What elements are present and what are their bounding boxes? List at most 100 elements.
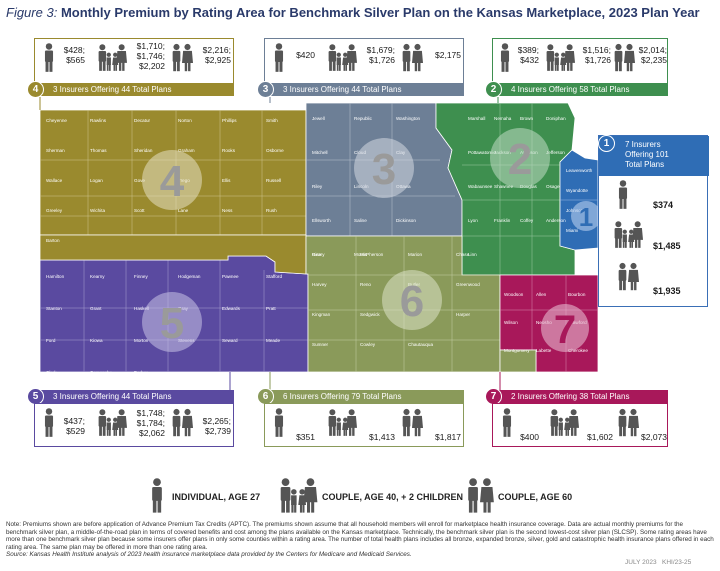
county-label-rawlins: Rawlins xyxy=(90,118,107,123)
region-6-summary: 6 Insurers Offering 79 Total Plans xyxy=(264,390,464,403)
county-label-phillips: Phillips xyxy=(222,118,237,123)
county-label-osage: Osage xyxy=(546,184,560,189)
region-5-marker: 5 xyxy=(142,292,202,352)
region-3-big-number: 3 xyxy=(372,145,396,194)
couple-age-60-icon xyxy=(401,408,423,438)
county-label-kingman: Kingman xyxy=(312,312,331,317)
county-label-hodgeman: Hodgeman xyxy=(178,274,201,279)
county-label-reno: Reno xyxy=(360,282,371,287)
region-3-couple-children-premium: $1,679; $1,726 xyxy=(366,45,395,65)
region-7-big-number: 7 xyxy=(554,308,576,352)
source-text: Source: Kansas Health Institute analysis… xyxy=(6,551,412,559)
region-2-summary: 4 Insurers Offering 58 Total Plans xyxy=(492,83,668,96)
county-label-sumner: Sumner xyxy=(312,342,329,347)
individual-icon xyxy=(273,43,285,73)
couple-with-children-icon xyxy=(97,408,127,438)
legend-individual-icon xyxy=(150,478,164,514)
county-label-nemaha: Nemaha xyxy=(494,116,512,121)
region-6-marker: 6 xyxy=(382,270,442,330)
county-label-brown: Brown xyxy=(520,116,533,121)
region-5-card: $437; $529 $1,748; $1,784; $2,062 $2,265; $2… xyxy=(34,403,234,447)
couple-with-children-icon xyxy=(613,220,643,250)
county-label-lane: Lane xyxy=(178,208,189,213)
individual-icon xyxy=(617,180,629,210)
county-label-geary: Geary xyxy=(312,252,325,257)
individual-icon xyxy=(43,408,55,438)
county-label-decatur: Decatur xyxy=(134,118,151,123)
county-label-mcpherson: McPherson xyxy=(360,252,384,257)
county-label-cowley: Cowley xyxy=(360,342,376,347)
region-5-couple-60-premium: $2,265; $2,739 xyxy=(202,416,231,436)
couple-age-60-icon xyxy=(171,43,193,73)
region-4-marker: 4 xyxy=(142,150,202,210)
county-label-greeley: Greeley xyxy=(46,208,63,213)
county-label-mitchell: Mitchell xyxy=(312,150,328,155)
county-label-leavenworth: Leavenworth xyxy=(566,168,593,173)
county-label-marion: Marion xyxy=(408,252,422,257)
county-label-linn: Linn xyxy=(468,252,477,257)
page-title: Figure 3: Monthly Premium by Rating Area… xyxy=(6,5,716,20)
region-7-summary: 2 Insurers Offering 38 Total Plans xyxy=(492,390,668,403)
region-2-couple-children-premium: $1,516; $1,726 xyxy=(582,45,611,65)
county-label-logan: Logan xyxy=(90,178,103,183)
county-label-dickinson: Dickinson xyxy=(396,218,416,223)
couple-with-children-icon xyxy=(327,408,357,438)
county-label-barton: Barton xyxy=(46,238,60,243)
county-label-morris: Morris xyxy=(354,252,367,257)
region-1-badge: 1 xyxy=(598,135,615,152)
region-4-card: $428; $565 $1,710; $1,746; $2,202 $2,216; $2… xyxy=(34,38,234,84)
county-label-cheyenne: Cheyenne xyxy=(46,118,67,123)
region-2-card: $389; $432 $1,516; $1,726 $2,014; $2,235 xyxy=(492,38,668,84)
region-3-summary: 3 Insurers Offering 44 Total Plans xyxy=(264,83,464,96)
county-label-wilson: Wilson xyxy=(504,320,518,325)
region-4-badge: 4 xyxy=(27,81,44,98)
region-2-marker: 2 xyxy=(490,128,550,188)
county-label-kiowa: Kiowa xyxy=(90,338,103,343)
region-4-big-number: 4 xyxy=(160,157,185,206)
county-labels: Cheyenne Rawlins Decatur Norton Phillips Smit… xyxy=(46,116,593,375)
region-3-couple-60-premium: $2,175 xyxy=(435,50,461,60)
region-7-marker: 7 xyxy=(541,304,589,352)
county-label-rice: Rice xyxy=(312,252,322,257)
region-6-card: $351 $1,413 $1,817 xyxy=(264,403,464,447)
county-label-cherokee: Cherokee xyxy=(568,348,588,353)
county-label-harper: Harper xyxy=(456,312,471,317)
county-label-woodson: Woodson xyxy=(504,292,524,297)
region-7-individual-premium: $400 xyxy=(520,432,539,442)
legend-couple-60-icon xyxy=(466,478,494,514)
individual-icon xyxy=(43,43,55,73)
county-label-riley: Riley xyxy=(312,184,323,189)
county-label-lyon: Lyon xyxy=(468,218,478,223)
county-label-rooks: Rooks xyxy=(222,148,236,153)
county-label-doniphan: Doniphan xyxy=(546,116,566,121)
region-1-big-number: 1 xyxy=(579,202,593,232)
county-label-pottawatomie: Pottawatomie xyxy=(468,150,496,155)
county-label-wallace: Wallace xyxy=(46,178,63,183)
region-1-area xyxy=(559,149,599,251)
county-label-seward: Seward xyxy=(222,338,238,343)
county-label-norton: Norton xyxy=(178,118,192,123)
couple-with-children-icon xyxy=(97,43,127,73)
county-label-wichita: Wichita xyxy=(90,208,106,213)
county-label-ellis: Ellis xyxy=(222,178,231,183)
footer-code: KHI/23-25 xyxy=(661,559,692,566)
county-label-jewell: Jewell xyxy=(312,116,325,121)
county-label-saline: Saline xyxy=(354,218,367,223)
legend-couple-children-icon xyxy=(278,478,318,514)
county-label-wabaunsee: Wabaunsee xyxy=(468,184,493,189)
county-label-shawnee: Shawnee xyxy=(494,184,514,189)
footer-date: JULY 2023 xyxy=(625,559,657,566)
region-2-badge: 2 xyxy=(485,81,502,98)
region-3-card: $420 $1,679; $1,726 $2,175 xyxy=(264,38,464,84)
region-1-card: 7 Insurers Offering 101 Total Plans $374… xyxy=(598,135,709,307)
legend-individual-label: INDIVIDUAL, AGE 27 xyxy=(172,492,261,502)
figure-label: Figure 3: xyxy=(6,5,58,20)
legend: INDIVIDUAL, AGE 27 COUPLE, AGE 40, + 2 C… xyxy=(150,478,620,518)
region-4-couple-60-premium: $2,216; $2,925 xyxy=(202,45,231,65)
region-6-couple-60-premium: $1,817 xyxy=(435,432,461,442)
county-label-ness: Ness xyxy=(222,208,233,213)
region-2-individual-premium: $389; $432 xyxy=(517,45,539,65)
county-label-greenwood: Greenwood xyxy=(456,282,480,287)
county-label-russell: Russell xyxy=(266,178,281,183)
county-label-ford: Ford xyxy=(46,338,56,343)
